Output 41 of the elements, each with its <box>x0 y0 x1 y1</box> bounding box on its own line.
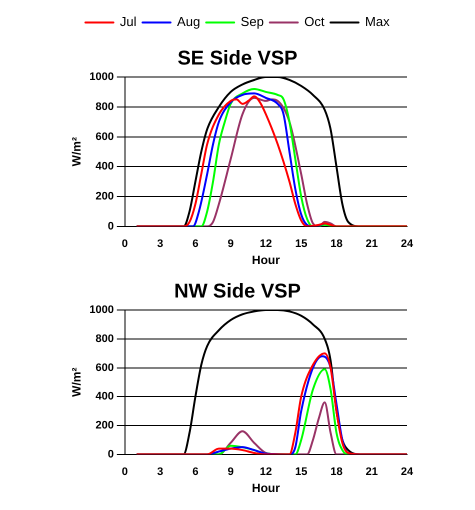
legend-label: Aug <box>177 14 200 30</box>
y-axis-title: W/m² <box>70 137 84 166</box>
x-tick-label: 3 <box>157 466 164 478</box>
chart-title: NW Side VSP <box>174 280 301 303</box>
x-tick-label: 0 <box>122 238 128 250</box>
y-tick-label: 0 <box>108 220 114 232</box>
x-tick-label: 24 <box>400 238 414 250</box>
x-tick-label: 12 <box>260 466 272 478</box>
y-tick-label: 800 <box>96 332 114 345</box>
x-tick-label: 21 <box>366 466 378 478</box>
x-tick-label: 9 <box>228 466 234 478</box>
x-tick-label: 18 <box>330 466 343 478</box>
x-tick-label: 6 <box>192 466 198 478</box>
chart-title: SE Side VSP <box>177 48 298 70</box>
legend-label: Max <box>365 14 390 30</box>
y-tick-label: 200 <box>96 420 114 432</box>
y-tick-label: 0 <box>108 448 114 460</box>
y-tick-label: 800 <box>96 100 114 113</box>
legend-label: Oct <box>304 14 325 30</box>
y-tick-label: 200 <box>96 190 114 203</box>
x-tick-label: 12 <box>260 238 272 250</box>
x-tick-label: 15 <box>295 238 308 250</box>
y-tick-label: 400 <box>96 390 114 403</box>
x-tick-label: 24 <box>400 466 414 478</box>
x-tick-label: 6 <box>192 238 198 250</box>
y-tick-label: 1000 <box>89 71 114 84</box>
x-axis-title: Hour <box>252 481 280 496</box>
x-tick-label: 3 <box>157 238 164 250</box>
y-axis-title: W/m² <box>70 368 84 397</box>
x-tick-label: 9 <box>228 238 234 250</box>
x-axis-title: Hour <box>252 253 280 268</box>
legend-label: Sep <box>240 14 264 30</box>
y-tick-label: 600 <box>96 130 114 143</box>
x-tick-label: 15 <box>295 466 308 478</box>
legend-label: Jul <box>120 14 137 30</box>
y-tick-label: 1000 <box>89 304 114 316</box>
y-tick-label: 400 <box>96 160 114 173</box>
x-tick-label: 18 <box>330 238 343 250</box>
x-tick-label: 21 <box>366 238 378 250</box>
y-tick-label: 600 <box>96 362 114 374</box>
x-tick-label: 0 <box>122 466 128 478</box>
